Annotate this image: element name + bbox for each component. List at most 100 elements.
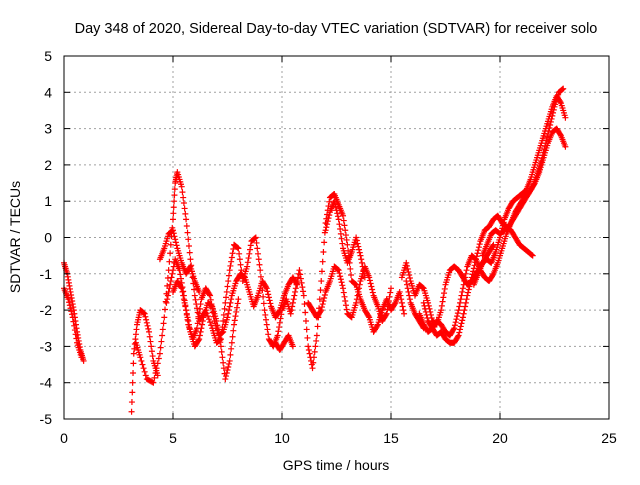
data-point-arc-l — [476, 241, 483, 248]
data-point-arc-i — [382, 311, 389, 318]
data-point-arc-f — [183, 307, 190, 314]
data-point-arc-e — [176, 267, 183, 274]
data-point-arc-j — [356, 249, 363, 256]
data-point-arc-i — [342, 302, 349, 309]
data-point-arc-d — [225, 272, 232, 279]
data-point-arc-j — [333, 207, 340, 214]
data-point-arc-d — [312, 343, 319, 350]
data-point-arc-d — [228, 258, 235, 265]
data-point-arc-h — [273, 340, 280, 347]
data-point-arc-f — [195, 337, 202, 344]
data-point-arc-i — [334, 266, 341, 273]
x-tick-label: 10 — [274, 430, 290, 446]
data-point-arc-l — [421, 302, 428, 309]
data-point-arc-j — [331, 198, 338, 205]
data-point-arc-d — [205, 316, 212, 323]
data-point-arc-d — [207, 319, 214, 326]
data-point-arc-d — [150, 379, 157, 386]
data-point-arc-d — [342, 227, 349, 234]
data-point-arc-m — [452, 319, 459, 326]
data-point-arc-d — [245, 255, 252, 262]
data-point-arc-d — [260, 293, 267, 300]
data-point-arc-l — [467, 277, 474, 284]
y-tick-label: 2 — [44, 157, 52, 173]
data-point-arc-f — [196, 336, 203, 343]
data-point-arc-d — [318, 278, 325, 285]
data-point-arc-c — [129, 389, 136, 396]
data-point-arc-b — [73, 335, 80, 342]
data-point-arc-m — [547, 121, 554, 128]
data-point-arc-j — [338, 235, 345, 242]
data-point-arc-d — [182, 210, 189, 217]
data-point-arc-i — [353, 299, 360, 306]
data-point-arc-d — [292, 285, 299, 292]
data-point-arc-e — [263, 284, 270, 291]
data-point-arc-l — [456, 329, 463, 336]
data-point-arc-f — [183, 310, 190, 317]
data-point-arc-d — [302, 317, 309, 324]
data-point-arc-d — [171, 198, 178, 205]
data-point-arc-d — [252, 235, 259, 242]
data-point-arc-d — [252, 234, 259, 241]
data-point-arc-c — [147, 338, 154, 345]
data-point-arc-d — [291, 292, 298, 299]
data-point-arc-d — [265, 331, 272, 338]
data-point-arc-d — [246, 250, 253, 257]
data-point-arc-d — [310, 359, 317, 366]
data-point-arc-e — [224, 314, 231, 321]
data-point-arc-i — [340, 289, 347, 296]
data-point-arc-g — [196, 288, 203, 295]
data-point-arc-d — [162, 306, 169, 313]
data-point-arc-j — [334, 210, 341, 217]
data-point-arc-d — [204, 313, 211, 320]
data-point-arc-c — [130, 360, 137, 367]
axis-ticks: 0 5 10 15 20 25 -5 -4 -3 -2 -1 0 1 2 3 4 5 — [40, 48, 617, 446]
data-point-arc-d — [294, 274, 301, 281]
data-point-arc-j — [353, 237, 360, 244]
data-point-arc-f — [235, 296, 242, 303]
data-point-arc-f — [230, 327, 237, 334]
data-point-arc-k — [403, 262, 410, 269]
data-point-arc-e — [267, 300, 274, 307]
data-point-arc-e — [195, 315, 202, 322]
data-point-arc-f — [181, 299, 188, 306]
data-point-arc-e — [169, 270, 176, 277]
data-point-arc-d — [313, 337, 320, 344]
data-point-arc-j — [360, 267, 367, 274]
y-axis-label: SDTVAR / TECUs — [7, 181, 23, 293]
data-point-arc-j — [324, 218, 331, 225]
data-point-arc-o — [500, 219, 507, 226]
data-point-arc-j — [358, 259, 365, 266]
data-point-arc-b — [67, 305, 74, 312]
data-point-arc-d — [276, 319, 283, 326]
data-point-arc-d — [340, 212, 347, 219]
data-point-arc-f — [185, 317, 192, 324]
data-point-arc-f — [229, 333, 236, 340]
data-point-arc-g — [170, 227, 176, 234]
data-point-arc-d — [192, 296, 199, 303]
data-point-arc-j — [332, 201, 339, 208]
data-point-arc-d — [224, 283, 231, 290]
data-point-arc-p — [406, 292, 413, 299]
data-point-arc-d — [137, 354, 144, 361]
data-point-arc-d — [247, 242, 254, 249]
data-point-arc-o — [557, 98, 564, 105]
x-tick-label: 25 — [601, 430, 617, 446]
data-point-arc-f — [224, 366, 231, 373]
data-point-arc-f — [217, 339, 224, 346]
data-point-arc-i — [388, 285, 394, 292]
data-point-arc-f — [217, 343, 224, 350]
data-point-arc-f — [208, 302, 215, 309]
data-point-arc-i — [318, 307, 325, 314]
data-point-arc-d — [159, 332, 166, 339]
data-point-arc-f — [232, 313, 239, 320]
data-point-arc-j — [361, 274, 368, 281]
data-point-arc-e — [263, 285, 270, 292]
data-point-arc-e — [226, 303, 233, 310]
data-point-arc-d — [229, 250, 236, 257]
data-point-arc-o — [497, 234, 503, 241]
data-point-arc-j — [325, 215, 332, 222]
data-point-arc-d — [142, 372, 149, 379]
data-point-arc-f — [199, 317, 206, 324]
data-point-arc-i — [383, 310, 390, 317]
